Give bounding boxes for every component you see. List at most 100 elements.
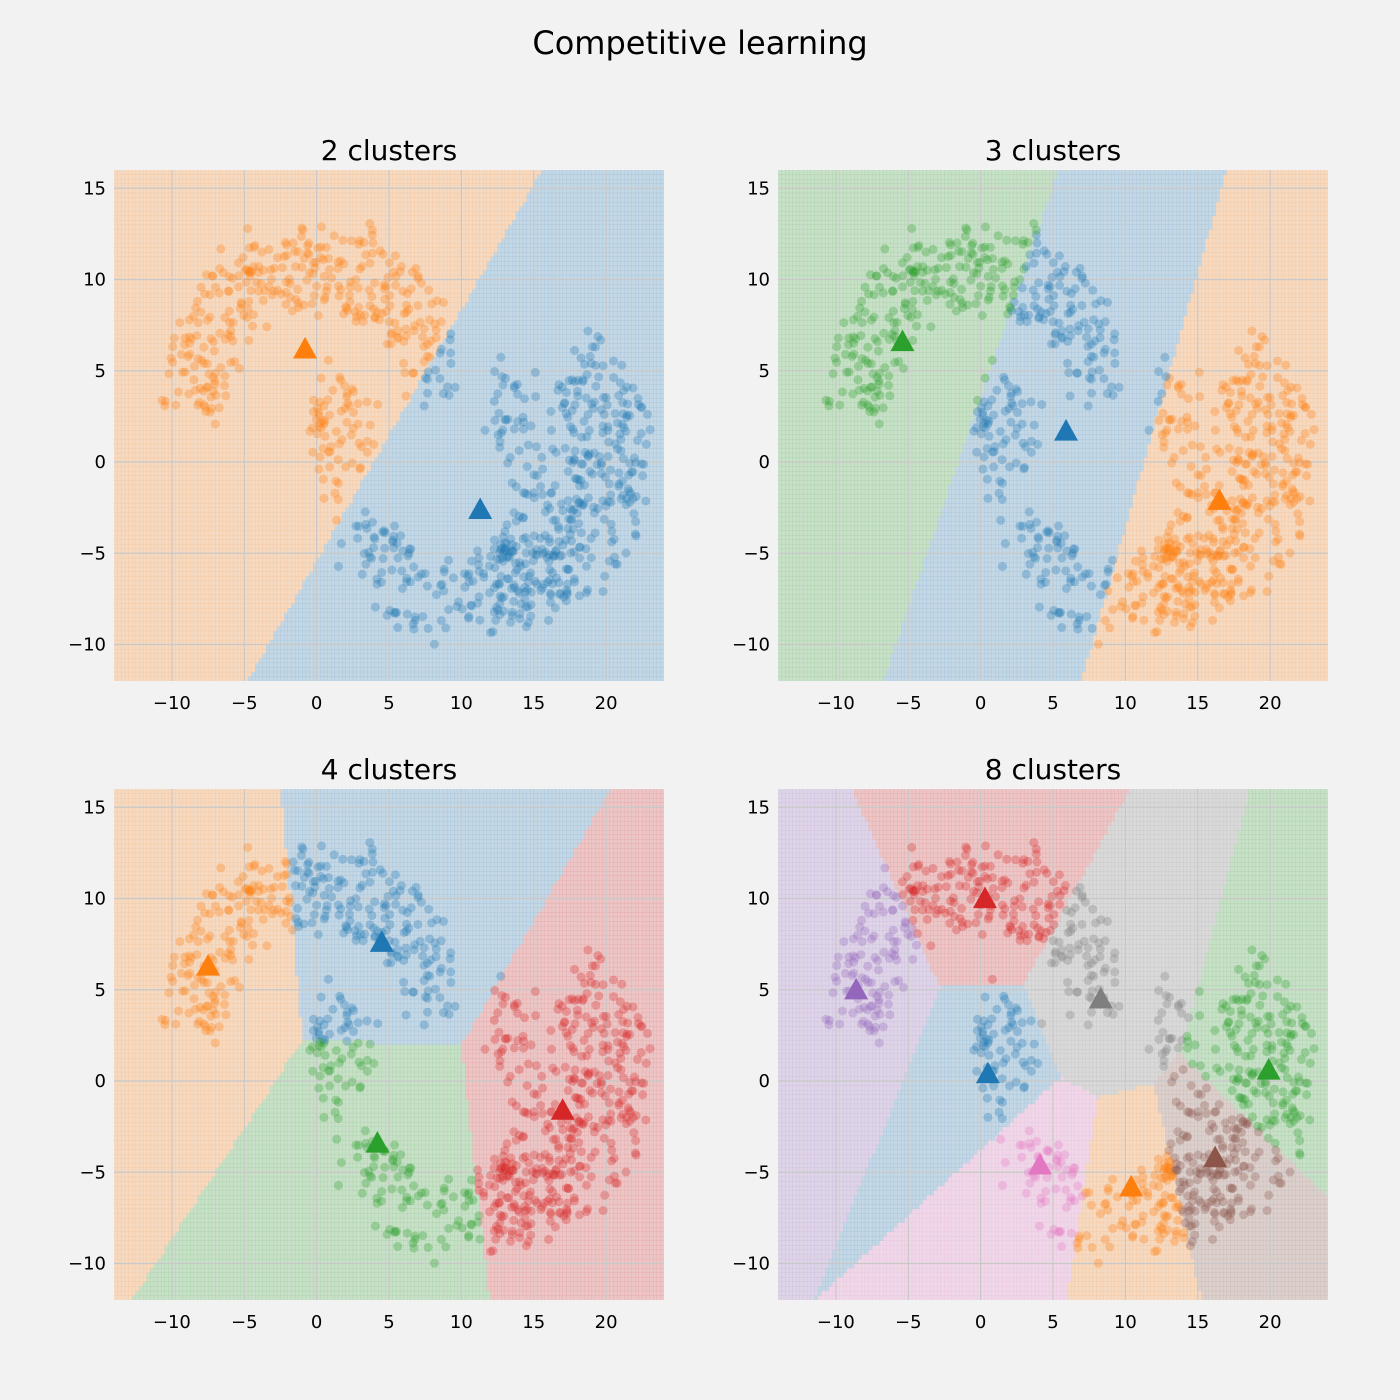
region-cell <box>157 476 161 481</box>
region-cell <box>262 645 266 650</box>
region-cell <box>259 211 263 216</box>
region-cell <box>201 485 205 490</box>
region-cell <box>176 512 180 517</box>
region-cell <box>248 494 252 499</box>
region-cell <box>270 357 274 362</box>
region-cell <box>197 590 201 595</box>
region-cell <box>147 485 151 490</box>
region-cell <box>204 252 208 257</box>
region-cell <box>125 608 129 613</box>
region-cell <box>204 266 208 271</box>
region-cell <box>121 663 125 668</box>
region-cell <box>147 229 151 234</box>
region-cell <box>128 394 132 399</box>
region-cell <box>212 216 216 221</box>
region-cell <box>147 298 151 303</box>
region-cell <box>233 421 237 426</box>
region-cell <box>176 622 180 627</box>
region-cell <box>215 544 219 549</box>
region-cell <box>157 480 161 485</box>
region-cell <box>150 375 154 380</box>
region-cell <box>233 188 237 193</box>
region-cell <box>186 462 190 467</box>
region-cell <box>179 558 183 563</box>
region-cell <box>212 243 216 248</box>
region-cell <box>150 311 154 316</box>
region-cell <box>179 581 183 586</box>
region-cell <box>190 462 194 467</box>
region-cell <box>212 207 216 212</box>
region-cell <box>161 307 165 312</box>
region-cell <box>270 316 274 321</box>
region-cell <box>212 489 216 494</box>
region-cell <box>139 631 143 636</box>
region-cell <box>208 576 212 581</box>
region-cell <box>219 622 223 627</box>
region-cell <box>201 202 205 207</box>
region-cell <box>204 298 208 303</box>
region-cell <box>176 562 180 567</box>
region-cell <box>190 485 194 490</box>
region-cell <box>183 535 187 540</box>
region-cell <box>208 626 212 631</box>
region-cell <box>154 467 158 472</box>
region-cell <box>118 435 122 440</box>
region-cell <box>252 348 256 353</box>
region-cell <box>118 503 122 508</box>
region-cell <box>201 334 205 339</box>
region-cell <box>186 280 190 285</box>
region-cell <box>118 631 122 636</box>
region-cell <box>139 188 143 193</box>
region-cell <box>121 179 125 184</box>
region-cell <box>154 494 158 499</box>
region-cell <box>197 448 201 453</box>
region-cell <box>121 544 125 549</box>
region-cell <box>125 635 129 640</box>
region-cell <box>186 603 190 608</box>
region-cell <box>147 567 151 572</box>
region-cell <box>237 453 241 458</box>
region-cell <box>248 672 252 677</box>
region-cell <box>132 403 136 408</box>
region-cell <box>252 471 256 476</box>
region-cell <box>215 216 219 221</box>
region-cell <box>255 225 259 230</box>
region-cell <box>266 672 270 677</box>
region-cell <box>114 302 118 307</box>
region-cell <box>165 622 169 627</box>
region-cell <box>161 266 165 271</box>
region-cell <box>154 266 158 271</box>
region-cell <box>114 649 118 654</box>
region-cell <box>208 193 212 198</box>
region-cell <box>248 257 252 262</box>
region-cell <box>161 667 165 672</box>
region-cell <box>201 676 205 681</box>
region-cell <box>183 471 187 476</box>
region-cell <box>204 462 208 467</box>
region-cell <box>197 270 201 275</box>
region-cell <box>201 257 205 262</box>
region-cell <box>143 202 147 207</box>
region-cell <box>255 430 259 435</box>
region-cell <box>154 530 158 535</box>
region-cell <box>136 439 140 444</box>
region-cell <box>128 353 132 358</box>
region-cell <box>270 635 274 640</box>
region-cell <box>248 572 252 577</box>
region-cell <box>252 480 256 485</box>
region-cell <box>226 567 230 572</box>
region-cell <box>266 585 270 590</box>
region-cell <box>237 330 241 335</box>
region-cell <box>128 284 132 289</box>
region-cell <box>219 654 223 659</box>
region-cell <box>165 316 169 321</box>
region-cell <box>128 603 132 608</box>
region-cell <box>121 467 125 472</box>
region-cell <box>118 384 122 389</box>
region-cell <box>237 645 241 650</box>
region-cell <box>215 576 219 581</box>
region-cell <box>125 467 129 472</box>
region-cell <box>114 508 118 513</box>
region-cell <box>186 558 190 563</box>
region-cell <box>223 229 227 234</box>
